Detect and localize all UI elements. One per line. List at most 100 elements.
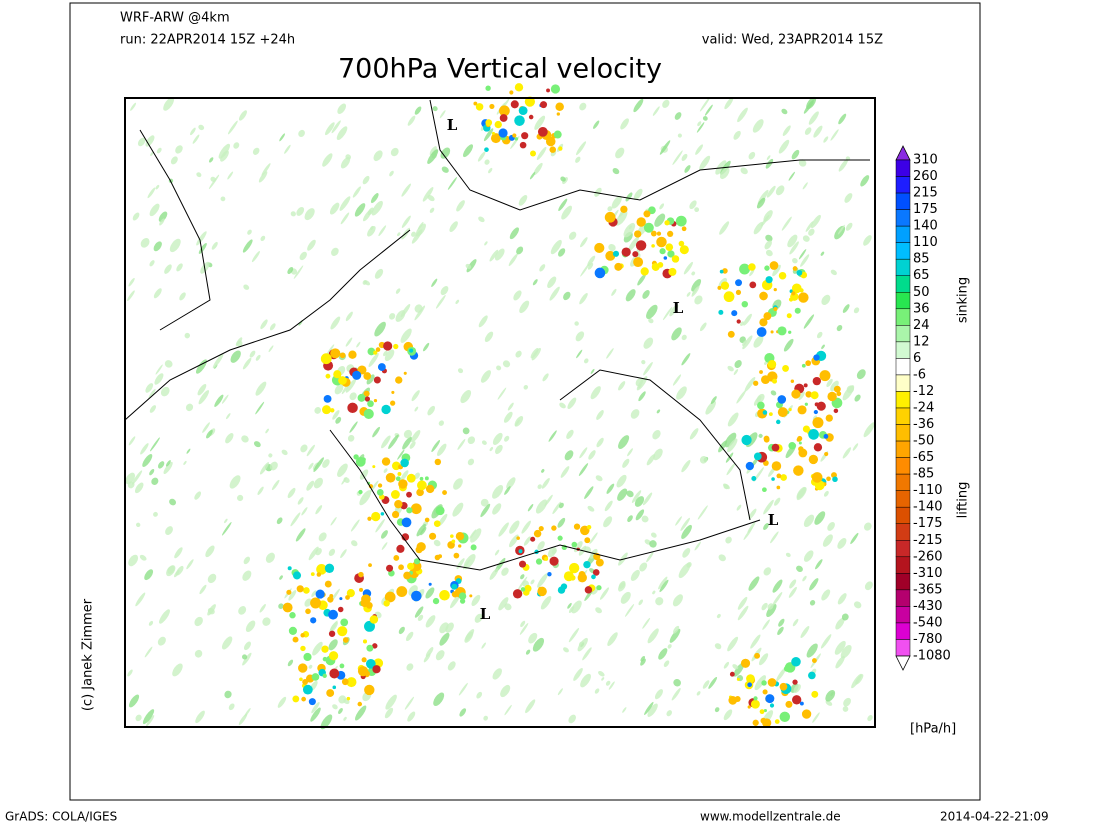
field-speckle: [155, 184, 160, 190]
field-spot: [406, 507, 413, 514]
field-speckle: [163, 461, 173, 475]
field-speckle: [644, 701, 654, 716]
field-speckle: [378, 225, 387, 237]
field-speckle: [718, 440, 728, 453]
field-spot: [398, 564, 404, 571]
field-speckle: [659, 203, 665, 210]
field-speckle: [337, 103, 347, 114]
field-spot: [769, 703, 775, 708]
field-spot: [366, 601, 373, 609]
field-speckle: [727, 636, 739, 652]
field-speckle: [258, 171, 268, 183]
field-speckle: [484, 331, 494, 343]
field-speckle: [537, 484, 542, 489]
field-speckle: [432, 106, 438, 112]
field-speckle: [293, 265, 304, 279]
field-speckle: [414, 606, 424, 618]
field-spot: [320, 353, 332, 365]
field-spot: [434, 458, 442, 466]
field-speckle: [243, 556, 251, 565]
field-speckle: [532, 279, 538, 286]
field-speckle: [238, 606, 247, 615]
field-speckle: [496, 365, 502, 371]
field-spot: [375, 347, 381, 352]
field-speckle: [262, 617, 271, 626]
field-speckle: [492, 668, 502, 680]
field-speckle: [564, 450, 574, 461]
field-spot: [367, 400, 374, 408]
field-spot: [773, 287, 777, 292]
field-speckle: [257, 486, 264, 495]
field-speckle: [726, 463, 736, 476]
field-speckle: [593, 120, 600, 129]
field-spot: [346, 589, 355, 598]
field-spot: [330, 408, 335, 413]
field-speckle: [830, 269, 837, 276]
field-speckle: [626, 490, 634, 498]
field-speckle: [853, 307, 860, 314]
field-spot: [664, 220, 670, 226]
field-speckle: [359, 490, 372, 506]
field-speckle: [793, 684, 801, 694]
field-spot: [540, 101, 548, 109]
field-spot: [750, 699, 760, 709]
field-spot: [675, 215, 687, 227]
field-spot: [764, 265, 770, 271]
field-speckle: [845, 222, 853, 231]
field-speckle: [558, 502, 564, 509]
field-speckle: [806, 643, 818, 658]
field-speckle: [766, 185, 776, 198]
field-speckle: [242, 357, 252, 370]
field-spot: [763, 312, 772, 321]
field-spot: [435, 506, 445, 516]
field-speckle: [397, 449, 405, 460]
field-speckle: [638, 391, 646, 402]
field-spot: [298, 663, 308, 673]
field-speckle: [338, 708, 343, 714]
field-speckle: [516, 246, 524, 255]
colorbar-label: 12: [913, 334, 930, 349]
field-speckle: [579, 293, 588, 305]
field-speckle: [198, 124, 205, 131]
field-spot: [747, 682, 752, 688]
field-speckle: [407, 115, 416, 126]
field-speckle: [221, 636, 233, 650]
field-speckle: [732, 664, 739, 670]
field-speckle: [736, 390, 746, 404]
field-speckle: [567, 397, 577, 409]
field-spot: [395, 376, 403, 384]
field-speckle: [354, 203, 366, 217]
field-speckle: [330, 516, 337, 526]
field-spot: [751, 476, 757, 481]
field-speckle: [530, 579, 535, 585]
field-speckle: [254, 441, 261, 448]
field-spot: [363, 372, 372, 380]
field-spot: [651, 262, 660, 271]
field-spot: [416, 488, 424, 497]
colorbar-box: [895, 159, 911, 177]
field-speckle: [639, 562, 648, 572]
field-speckle: [830, 129, 839, 141]
field-speckle: [476, 691, 483, 699]
field-speckle: [611, 288, 617, 296]
field-speckle: [596, 437, 604, 448]
field-spot: [770, 330, 774, 334]
field-spot: [327, 596, 334, 603]
field-speckle: [855, 674, 864, 685]
field-speckle: [506, 477, 516, 490]
field-spot: [458, 592, 467, 600]
field-speckle: [682, 548, 691, 558]
field-speckle: [205, 545, 215, 558]
field-speckle: [407, 711, 416, 722]
field-speckle: [568, 627, 580, 643]
field-speckle: [640, 655, 645, 662]
field-speckle: [864, 581, 873, 591]
field-spot: [300, 633, 305, 638]
field-spot: [612, 250, 620, 257]
field-speckle: [494, 549, 500, 556]
field-speckle: [805, 221, 814, 232]
field-speckle: [753, 221, 764, 235]
field-speckle: [671, 327, 682, 341]
field-speckle: [776, 666, 787, 682]
